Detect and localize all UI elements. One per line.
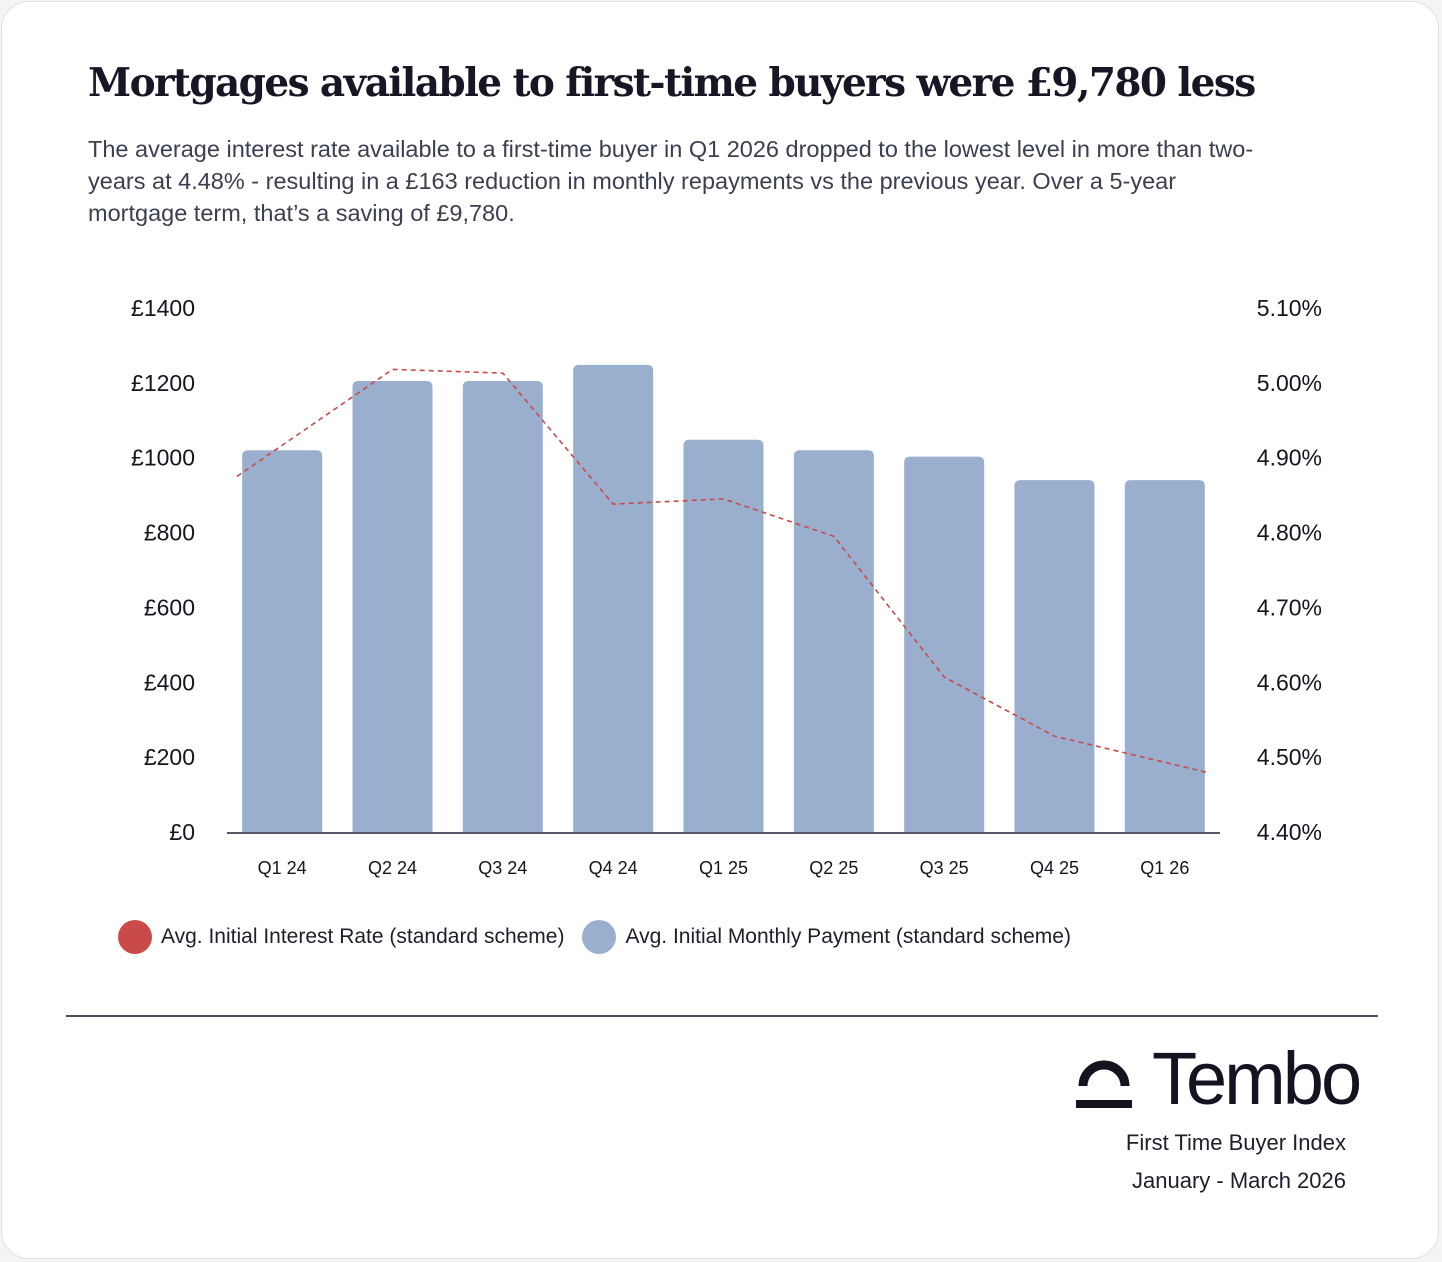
rate-line-series (236, 368, 1207, 773)
bar-q2-25 (793, 450, 874, 832)
index-period: January - March 2026 (1132, 1168, 1346, 1193)
right-axis-ticks: 4.40% 4.50% 4.60% 4.70% 4.80% 4.90% 5.00% 5.10% (1257, 295, 1322, 845)
brand-logo: Tembo (1076, 1037, 1362, 1120)
bar-q3-25 (904, 456, 985, 832)
right-tick-label: 4.70% (1257, 594, 1322, 620)
right-tick-label: 4.50% (1257, 744, 1322, 770)
bar-series (242, 364, 1205, 832)
right-tick-label: 4.40% (1257, 819, 1322, 845)
legend-label: Avg. Initial Monthly Payment (standard s… (625, 925, 1071, 948)
legend-swatch-blue (582, 920, 617, 954)
combo-chart: £0£200£400£600£800£1000£1200£1400 4.40%4… (131, 295, 1322, 878)
bar-q4-24 (573, 364, 654, 832)
right-tick-label: 5.00% (1257, 370, 1322, 396)
left-tick-label: £200 (144, 744, 195, 770)
bar-q2-24 (352, 380, 433, 832)
x-tick-label: Q4 25 (1030, 858, 1079, 878)
right-tick-label: 4.60% (1257, 669, 1322, 695)
x-tick-label: Q4 24 (589, 858, 638, 878)
left-axis-ticks: £0 £200 £400 £600 £800 £1000 £1200 £1400 (131, 295, 195, 845)
legend-swatch-red (118, 920, 152, 954)
tembo-arch-icon (1076, 1060, 1132, 1108)
x-tick-label: Q1 25 (699, 858, 748, 878)
bar-q1-25 (683, 439, 764, 832)
legend-item-interest-rate: Avg. Initial Interest Rate (standard sch… (118, 920, 564, 954)
left-tick-label: £1000 (131, 445, 195, 471)
brand-name: Tembo (1152, 1037, 1362, 1120)
index-name: First Time Buyer Index (1125, 1130, 1346, 1155)
left-tick-label: £1200 (131, 370, 195, 396)
bar-q1-24 (242, 450, 323, 832)
page-title: Mortgages available to first-time buyers… (88, 60, 1256, 106)
x-tick-label: Q1 24 (258, 858, 307, 878)
x-tick-label: Q3 25 (920, 858, 969, 878)
left-tick-label: £0 (169, 819, 195, 845)
right-tick-label: 4.80% (1257, 520, 1322, 546)
left-tick-label: £600 (144, 594, 195, 620)
chart-legend: Avg. Initial Interest Rate (standard sch… (118, 920, 1089, 954)
left-tick-label: £1400 (131, 295, 195, 321)
left-tick-label: £400 (144, 669, 195, 695)
bar-q4-25 (1014, 480, 1095, 832)
right-tick-label: 5.10% (1257, 295, 1322, 321)
legend-label: Avg. Initial Interest Rate (standard sch… (161, 925, 565, 948)
x-axis-ticks: Q1 24 Q2 24 Q3 24 Q4 24 Q1 25 Q2 25 Q3 25 Q4 25… (258, 858, 1190, 878)
x-tick-label: Q3 24 (478, 858, 527, 878)
bar-q1-26 (1124, 480, 1205, 832)
x-tick-label: Q2 25 (809, 858, 858, 878)
x-tick-label: Q2 24 (368, 858, 417, 878)
legend-item-monthly-payment: Avg. Initial Monthly Payment (standard s… (582, 920, 1071, 954)
bar-q3-24 (462, 380, 543, 832)
x-tick-label: Q1 26 (1140, 858, 1189, 878)
right-tick-label: 4.90% (1257, 445, 1322, 471)
footer-divider (66, 1015, 1378, 1017)
left-tick-label: £800 (144, 520, 195, 546)
page-subtitle: The average interest rate available to a… (88, 136, 1254, 226)
